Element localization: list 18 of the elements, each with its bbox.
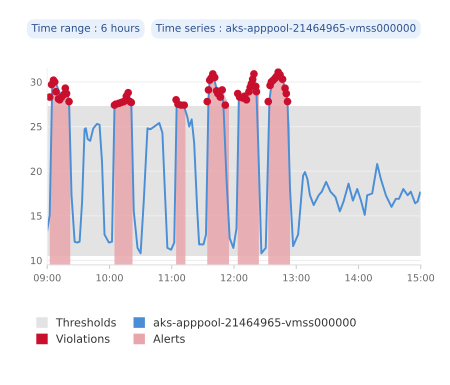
y-tick-label: 25 <box>30 123 42 130</box>
legend-label: Thresholds <box>56 318 116 327</box>
x-tick-label: 09:00 <box>34 274 61 282</box>
y-tick-label: 10 <box>31 256 42 264</box>
y-tick-label: 15 <box>31 212 42 220</box>
x-tick-label: 13:00 <box>283 274 310 282</box>
chart-subtitle: Time series : aks-apppool-21464965-vmss000000 <box>156 24 416 34</box>
chart-title: Time range : 6 hours <box>31 24 140 34</box>
x-tick-label: 11:00 <box>158 274 186 282</box>
legend-label: aks-apppool-21464965-vmss000000 <box>154 318 356 329</box>
legend-label: Violations <box>56 334 110 343</box>
x-tick-label: 15:00 <box>408 274 434 282</box>
x-tick-label: 12:00 <box>221 274 248 282</box>
x-tick-label: 10:00 <box>96 274 123 282</box>
x-tick-label: 14:00 <box>346 274 372 282</box>
y-tick-label: 30 <box>30 78 42 86</box>
legend-label: Alerts <box>153 334 185 343</box>
y-tick-label: 20 <box>30 168 42 175</box>
